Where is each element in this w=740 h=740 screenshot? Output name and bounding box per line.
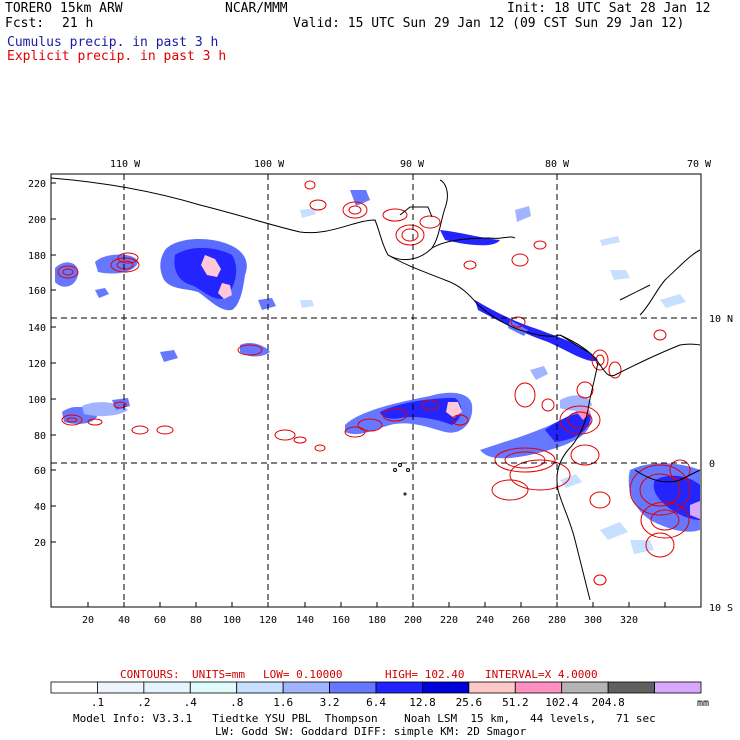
colorbar-label: .4 (184, 696, 198, 709)
lon-label-110w: 110 W (110, 159, 141, 170)
colorbar-swatch (143, 681, 191, 694)
colorbar-swatch (50, 681, 98, 694)
model-info-line1: Model Info: V3.3.1 Tiedtke YSU PBL Thomp… (73, 712, 656, 725)
x-tick: 220 (440, 615, 458, 626)
y-tick: 140 (28, 323, 46, 334)
colorbar-swatch (375, 681, 423, 694)
contours-label: CONTOURS: (120, 668, 180, 681)
colorbar-label: 12.8 (409, 696, 436, 709)
colorbar-label: 1.6 (273, 696, 293, 709)
colorbar-label: 3.2 (320, 696, 340, 709)
colorbar-swatch (561, 681, 609, 694)
y-tick: 20 (34, 538, 46, 549)
colorbar-swatch (607, 681, 655, 694)
colorbar-swatch (468, 681, 516, 694)
x-tick: 180 (368, 615, 386, 626)
cumulus-precip-areas (55, 190, 700, 554)
x-tick: 320 (620, 615, 638, 626)
colorbar-label: 6.4 (366, 696, 386, 709)
lon-label-90w: 90 W (400, 159, 425, 170)
contours-low: LOW= 0.10000 (263, 668, 343, 681)
colorbar-swatch (329, 681, 377, 694)
contours-high: HIGH= 102.40 (385, 668, 465, 681)
legend-explicit: Explicit precip. in past 3 h (7, 49, 227, 64)
x-tick: 260 (512, 615, 530, 626)
lat-lon-grid (51, 174, 701, 607)
x-tick: 200 (404, 615, 422, 626)
axis-ticks (51, 182, 666, 607)
lon-label-80w: 80 W (545, 159, 570, 170)
colorbar-swatch (189, 681, 238, 694)
model-name: TORERO (5, 1, 52, 16)
explicit-precip-contours (57, 180, 691, 586)
colorbar-swatch (97, 681, 145, 694)
y-tick: 60 (34, 466, 46, 477)
x-tick: 120 (259, 615, 277, 626)
y-tick: 40 (34, 502, 46, 513)
model-description: 15km ARW (60, 1, 123, 16)
model-info-line2: LW: Godd SW: Goddard DIFF: simple KM: 2D… (215, 725, 527, 738)
y-tick: 100 (28, 395, 46, 406)
y-tick: 160 (28, 286, 46, 297)
x-tick: 300 (584, 615, 602, 626)
x-tick: 100 (223, 615, 241, 626)
colorbar-swatch (654, 681, 702, 694)
colorbar-label: .2 (137, 696, 150, 709)
forecast-hour: 21 h (62, 16, 94, 31)
colorbar-label: .8 (230, 696, 243, 709)
lat-label-0: 0 (709, 459, 715, 470)
y-tick: 180 (28, 251, 46, 262)
lat-label-10n: 10 N (709, 314, 733, 325)
coastlines (50, 177, 701, 601)
colorbar-swatch (282, 681, 330, 694)
valid-time: Valid: 15 UTC Sun 29 Jan 12 (09 CST Sun … (293, 16, 685, 31)
legend-cumulus: Cumulus precip. in past 3 h (7, 35, 219, 50)
x-tick: 140 (296, 615, 314, 626)
x-tick: 160 (332, 615, 350, 626)
y-tick: 120 (28, 359, 46, 370)
lon-label-70w: 70 W (687, 159, 712, 170)
contours-interval: INTERVAL=X 4.0000 (485, 668, 598, 681)
colorbar-swatch (236, 681, 284, 694)
map-frame (50, 173, 702, 608)
y-tick: 80 (34, 431, 46, 442)
colorbar-swatch (514, 681, 563, 694)
colorbar (50, 681, 702, 694)
colorbar-label: .1 (91, 696, 104, 709)
lon-label-100w: 100 W (254, 159, 285, 170)
forecast-label: Fcst: (5, 16, 45, 31)
colorbar-label: 25.6 (456, 696, 483, 709)
colorbar-label: 204.8 (592, 696, 625, 709)
x-tick: 40 (118, 615, 130, 626)
x-tick: 20 (82, 615, 94, 626)
init-time: Init: 18 UTC Sat 28 Jan 12 (507, 1, 711, 16)
organization: NCAR/MMM (225, 1, 288, 16)
x-tick: 240 (476, 615, 494, 626)
colorbar-label: 102.4 (545, 696, 578, 709)
colorbar-unit: mm (697, 698, 709, 709)
x-tick: 280 (548, 615, 566, 626)
lat-label-10s: 10 S (709, 603, 733, 614)
colorbar-swatch (422, 681, 470, 694)
colorbar-label: 51.2 (502, 696, 528, 709)
contours-units: UNITS=mm (192, 668, 245, 681)
x-tick: 80 (190, 615, 202, 626)
y-tick: 200 (28, 215, 46, 226)
x-tick: 60 (154, 615, 166, 626)
y-tick: 220 (28, 179, 46, 190)
